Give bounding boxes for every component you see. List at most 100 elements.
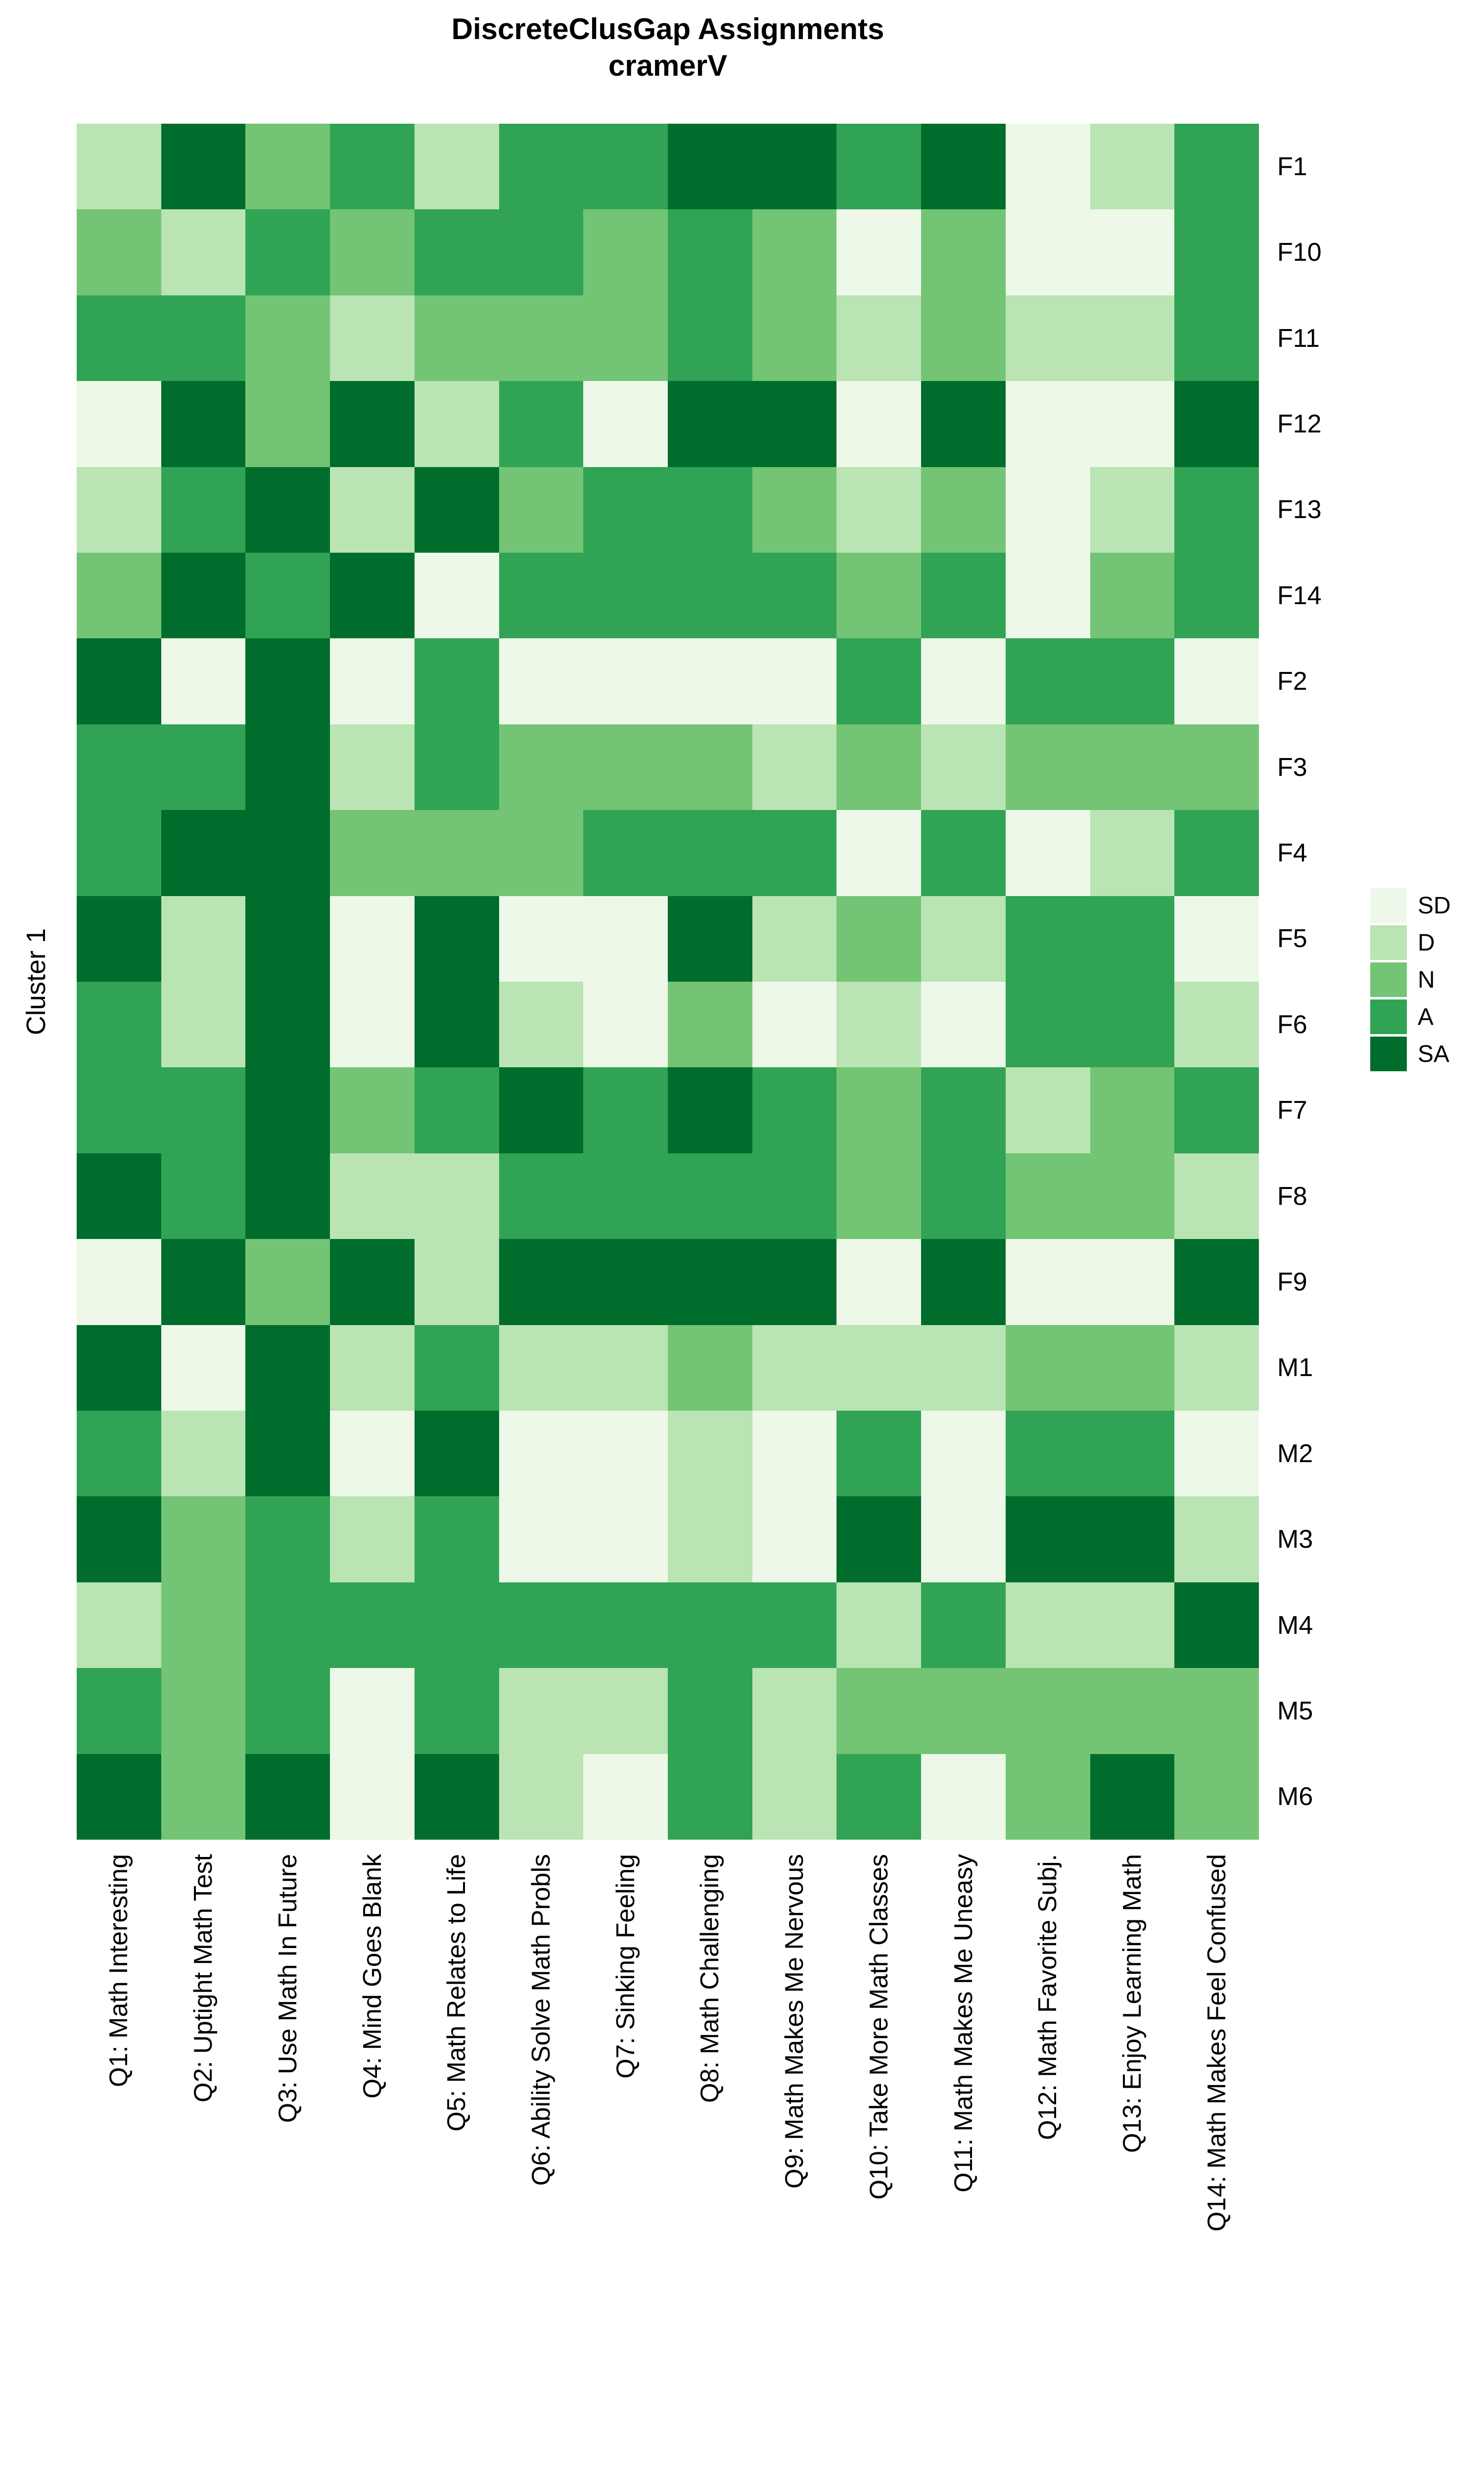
heatmap-cell bbox=[77, 209, 161, 295]
heatmap-cell bbox=[1090, 467, 1175, 553]
heatmap-cell bbox=[1005, 209, 1090, 295]
heatmap-cell bbox=[583, 552, 668, 639]
heatmap-cell bbox=[161, 1325, 246, 1411]
heatmap-cell bbox=[245, 896, 330, 982]
heatmap-cell bbox=[77, 1153, 161, 1239]
heatmap-cell bbox=[1005, 1067, 1090, 1153]
heatmap-cell bbox=[836, 467, 922, 553]
legend-swatch bbox=[1370, 1037, 1407, 1071]
column-label: Q6: Ability Solve Math Probls bbox=[526, 1854, 556, 2186]
heatmap-cell bbox=[77, 1239, 161, 1325]
heatmap-cell bbox=[752, 1582, 837, 1668]
heatmap-cell bbox=[1174, 638, 1259, 724]
heatmap-cell bbox=[667, 1668, 752, 1754]
heatmap-cell bbox=[161, 124, 246, 210]
heatmap-cell bbox=[752, 724, 837, 810]
heatmap-cell bbox=[161, 1410, 246, 1497]
heatmap-cell bbox=[667, 896, 752, 982]
heatmap-cell bbox=[921, 724, 1006, 810]
heatmap-cell bbox=[414, 981, 499, 1068]
heatmap-cell bbox=[1174, 1239, 1259, 1325]
heatmap-cell bbox=[499, 1153, 584, 1239]
heatmap-cell bbox=[667, 552, 752, 639]
heatmap-cell bbox=[1090, 381, 1175, 467]
heatmap-cell bbox=[245, 724, 330, 810]
legend-swatch bbox=[1370, 962, 1407, 997]
heatmap-cell bbox=[1090, 295, 1175, 381]
heatmap-cell bbox=[161, 1582, 246, 1668]
heatmap-cell bbox=[583, 1668, 668, 1754]
heatmap-cell bbox=[330, 1239, 415, 1325]
heatmap-cell bbox=[245, 1325, 330, 1411]
heatmap-cell bbox=[836, 638, 922, 724]
heatmap-cell bbox=[1005, 1153, 1090, 1239]
heatmap-cell bbox=[667, 810, 752, 896]
heatmap-cell bbox=[77, 467, 161, 553]
heatmap-cell bbox=[77, 1668, 161, 1754]
column-label: Q8: Math Challenging bbox=[696, 1854, 725, 2103]
heatmap-cell bbox=[921, 1153, 1006, 1239]
heatmap-cell bbox=[1005, 724, 1090, 810]
heatmap-cell bbox=[1090, 896, 1175, 982]
heatmap-cell bbox=[752, 896, 837, 982]
heatmap-cell bbox=[667, 1153, 752, 1239]
heatmap-cell bbox=[330, 981, 415, 1068]
column-label: Q2: Uptight Math Test bbox=[189, 1854, 218, 2102]
heatmap-cell bbox=[77, 1496, 161, 1582]
heatmap-cell bbox=[414, 1410, 499, 1497]
heatmap-cell bbox=[921, 1496, 1006, 1582]
heatmap-cell bbox=[77, 638, 161, 724]
heatmap-cell bbox=[836, 1067, 922, 1153]
heatmap-cell bbox=[245, 295, 330, 381]
column-label: Q13: Enjoy Learning Math bbox=[1117, 1854, 1147, 2153]
heatmap-cell bbox=[921, 124, 1006, 210]
heatmap-cell bbox=[667, 381, 752, 467]
heatmap-cell bbox=[330, 295, 415, 381]
row-label: F3 bbox=[1277, 753, 1307, 782]
heatmap-cell bbox=[1005, 1325, 1090, 1411]
heatmap-cell bbox=[1090, 724, 1175, 810]
heatmap-cell bbox=[583, 1496, 668, 1582]
heatmap-cell bbox=[752, 1239, 837, 1325]
heatmap-cell bbox=[836, 209, 922, 295]
heatmap-cell bbox=[667, 209, 752, 295]
legend-label: A bbox=[1418, 1003, 1434, 1030]
legend-item: A bbox=[1370, 999, 1451, 1034]
heatmap-cell bbox=[77, 810, 161, 896]
heatmap-cell bbox=[836, 896, 922, 982]
row-label: F2 bbox=[1277, 667, 1307, 696]
heatmap-cell bbox=[752, 1754, 837, 1840]
heatmap-cell bbox=[583, 724, 668, 810]
heatmap-cell bbox=[245, 552, 330, 639]
heatmap-cell bbox=[1174, 1410, 1259, 1497]
heatmap-cell bbox=[414, 209, 499, 295]
heatmap-cell bbox=[752, 209, 837, 295]
heatmap-cell bbox=[667, 1754, 752, 1840]
heatmap-cell bbox=[752, 552, 837, 639]
heatmap-cell bbox=[583, 295, 668, 381]
heatmap-cell bbox=[752, 467, 837, 553]
legend-item: SA bbox=[1370, 1037, 1451, 1071]
row-label: F6 bbox=[1277, 1010, 1307, 1039]
column-label: Q5: Math Relates to Life bbox=[442, 1854, 471, 2132]
legend-label: N bbox=[1418, 966, 1435, 993]
heatmap-cell bbox=[330, 638, 415, 724]
heatmap-cell bbox=[499, 1668, 584, 1754]
heatmap-cell bbox=[836, 1325, 922, 1411]
heatmap-grid bbox=[77, 124, 1259, 1840]
heatmap-cell bbox=[499, 896, 584, 982]
heatmap-cell bbox=[667, 1582, 752, 1668]
heatmap-cell bbox=[499, 1325, 584, 1411]
heatmap-cell bbox=[667, 1239, 752, 1325]
heatmap-cell bbox=[414, 124, 499, 210]
heatmap-cell bbox=[330, 1668, 415, 1754]
column-label: Q1: Math Interesting bbox=[104, 1854, 134, 2088]
heatmap-cell bbox=[1005, 1410, 1090, 1497]
heatmap-cell bbox=[836, 1496, 922, 1582]
heatmap-cell bbox=[499, 467, 584, 553]
heatmap-cell bbox=[921, 1410, 1006, 1497]
heatmap-cell bbox=[583, 1582, 668, 1668]
heatmap-cell bbox=[667, 981, 752, 1068]
heatmap-cell bbox=[161, 1496, 246, 1582]
